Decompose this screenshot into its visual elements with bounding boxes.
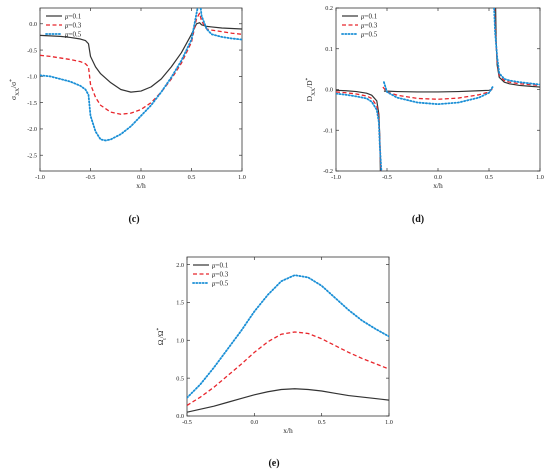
- series-group: [40, 8, 242, 142]
- x-tick-label: -0.5: [382, 174, 392, 181]
- series-line-mu-0-5: [40, 8, 242, 142]
- legend-label: μ=0.5: [361, 30, 378, 38]
- x-tick-label: 1.0: [536, 174, 544, 181]
- y-tick-label: 0.2: [325, 5, 333, 12]
- y-tick-label: -1.0: [27, 74, 37, 81]
- series-group: [187, 274, 389, 413]
- series-line-mu-0-5: [336, 8, 540, 171]
- y-tick-label: -0.2: [323, 168, 333, 175]
- legend-label: μ=0.3: [212, 270, 229, 278]
- x-tick-label: -0.5: [86, 174, 96, 181]
- legend-label: μ=0.1: [361, 12, 378, 20]
- x-tick-label: 0.5: [188, 174, 196, 181]
- x-tick-label: -1.0: [331, 174, 341, 181]
- y-tick-label: 0.1: [325, 46, 333, 53]
- x-axis-label: x/h: [283, 426, 293, 435]
- x-tick-label: 0.0: [137, 174, 145, 181]
- legend-label: μ=0.3: [361, 21, 378, 29]
- legend-label: μ=0.1: [65, 12, 82, 20]
- y-axis-label: DXX/D*: [305, 77, 317, 101]
- chart-c: -1.0 -0.5 0.0 0.5 1.0 -2.5 -2.0 -1.5 -1.0 -0.5 0.0…: [9, 7, 246, 190]
- y-tick-label: -0.1: [323, 127, 333, 134]
- x-tick-label: 0.0: [434, 174, 442, 181]
- y-tick-label: -2.0: [27, 126, 37, 133]
- legend-label: μ=0.1: [212, 261, 229, 269]
- x-tick-label: 1.0: [385, 419, 393, 426]
- y-tick-label: 1.0: [176, 337, 184, 344]
- x-tick-label: 0.0: [250, 419, 258, 426]
- x-tick-label: 0.5: [485, 174, 493, 181]
- chart-d: -1.0 -0.5 0.0 0.5 1.0 -0.2 -0.1 0.0 0.1 0.2 x/h DXX…: [305, 5, 544, 190]
- x-tick-label: 1.0: [238, 174, 246, 181]
- series-line-mu-0-1: [187, 388, 389, 413]
- y-tick-label: 0.0: [29, 21, 37, 28]
- y-tick-label: 1.5: [176, 300, 184, 307]
- legend-label: μ=0.5: [212, 279, 229, 287]
- y-tick-label: -2.5: [27, 152, 37, 159]
- series-line-mu-0-3: [187, 331, 389, 406]
- x-tick-label: -1.0: [35, 174, 45, 181]
- panel-label-e: (e): [268, 458, 279, 469]
- y-tick-label: 2.0: [176, 262, 184, 269]
- x-tick-label: 0.5: [318, 419, 326, 426]
- series-line-mu-0-3: [40, 12, 242, 115]
- legend-label: μ=0.3: [65, 21, 82, 29]
- y-tick-label: 0.5: [176, 375, 184, 382]
- chart-e: -0.5 0.0 0.5 1.00.00.51.01.52.0x/hΩt/Ω*μ=0.…: [156, 256, 393, 435]
- x-axis-label: x/h: [433, 181, 443, 190]
- panel-label-c: (c): [128, 214, 139, 225]
- panel-label-d: (d): [412, 214, 424, 225]
- series-group: [336, 8, 540, 171]
- y-axis-label: Ωt/Ω*: [156, 327, 168, 345]
- y-tick-label: 0.0: [176, 413, 184, 420]
- y-tick-label: 0.0: [325, 87, 333, 94]
- series-line-mu-0-5: [187, 274, 389, 399]
- y-axis-label: σXX/σ*: [9, 79, 21, 100]
- x-tick-label: -0.5: [182, 419, 192, 426]
- legend-label: μ=0.5: [65, 30, 82, 38]
- y-tick-label: -1.5: [27, 100, 37, 107]
- x-axis-label: x/h: [136, 181, 146, 190]
- y-tick-label: -0.5: [27, 47, 37, 54]
